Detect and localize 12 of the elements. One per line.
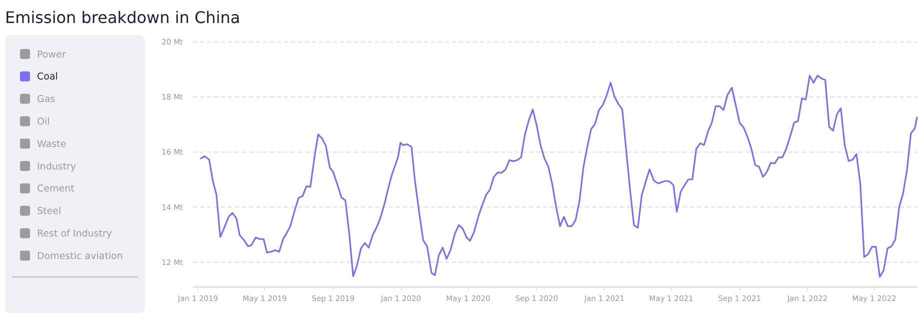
legend-label: Cement	[37, 184, 75, 195]
line-series	[200, 74, 918, 278]
legend-label: Oil	[37, 116, 50, 128]
legend-label: Gas	[37, 94, 56, 106]
legend-label: Industry	[37, 161, 76, 172]
chart-title: Emission breakdown in China	[5, 8, 240, 27]
legend-label: Power	[37, 49, 66, 60]
legend-label: Waste	[37, 138, 66, 150]
legend-label: Steel	[37, 206, 62, 218]
legend-label: Rest of Industry	[37, 228, 112, 240]
legend-label: Domestic aviation	[37, 250, 123, 262]
legend-label: Coal	[37, 72, 58, 83]
